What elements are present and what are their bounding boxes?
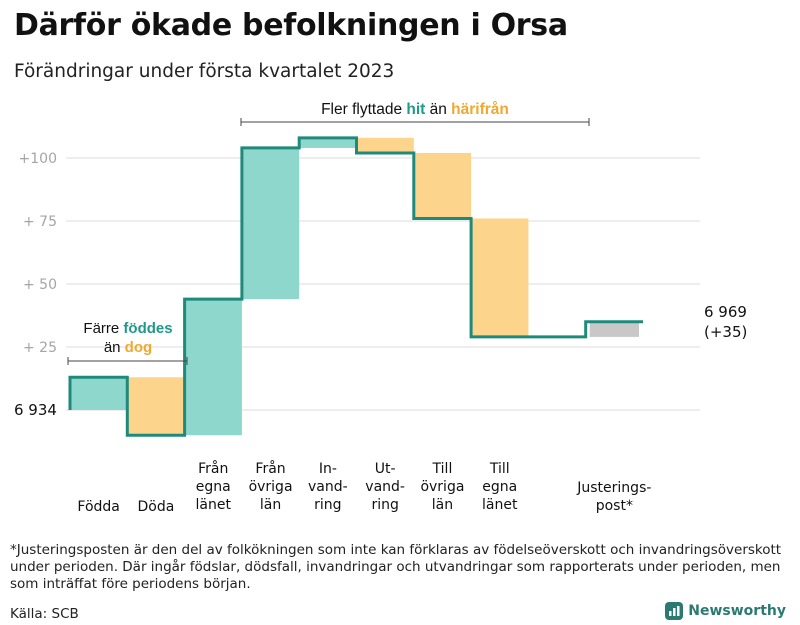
category-label-doda: Döda — [138, 499, 175, 515]
end-value-label: (+35) — [704, 323, 747, 341]
category-label-line: ring — [371, 497, 398, 513]
bar-fran-ovriga-lan — [241, 147, 300, 300]
category-label-line: länet — [482, 497, 518, 513]
category-label-justeringspost: Justerings-post* — [576, 480, 651, 514]
y-tick-label: + 50 — [23, 277, 57, 293]
category-label-utvandring: Ut-vand-ring — [365, 461, 405, 513]
category-label-fodda: Födda — [77, 499, 119, 515]
migration-annotation: Fler flyttade hit än härifrån — [321, 101, 509, 118]
category-label-line: Födda — [77, 499, 119, 515]
category-label-line: övriga — [249, 479, 293, 495]
category-label-fran-egna-lanet: Från egna länet — [196, 460, 232, 513]
category-label-line: egna — [482, 479, 517, 495]
category-label-line: vand- — [365, 479, 405, 495]
y-tick-label: + 75 — [23, 214, 57, 230]
category-label-line: egna — [196, 479, 231, 495]
bar-fodda — [70, 377, 128, 410]
end-value-label: 6 969 — [704, 303, 747, 321]
annotation-highlight-born: föddes — [123, 320, 172, 337]
waterfall-chart: + 25 + 50 + 75 +100 6 934 6 969 (+35) Födda Döda… — [14, 101, 747, 515]
y-tick-label: + 25 — [23, 340, 57, 356]
annotation-highlight-died: dog — [125, 339, 153, 356]
category-label-line: Till — [489, 461, 510, 477]
bar-doda — [127, 377, 185, 436]
births-annotation-line2: än dog — [104, 339, 152, 356]
annotation-highlight-here: hit — [406, 101, 425, 118]
bar-till-ovriga-lan — [413, 152, 472, 219]
bar-till-egna-lanet — [471, 218, 529, 337]
annotation-text: Fler flyttade — [321, 101, 406, 118]
bar-justeringspost — [589, 321, 639, 337]
bar-utvandring — [356, 137, 414, 153]
category-label-line: länet — [196, 497, 232, 513]
annotation-text: än — [104, 339, 125, 356]
births-annotation-line1: Färre föddes — [83, 320, 172, 337]
category-label-line: post* — [596, 498, 633, 514]
births-bracket — [67, 357, 188, 365]
chart-title: Därför ökade befolkningen i Orsa — [14, 8, 568, 43]
cumulative-step-line — [68, 136, 643, 437]
category-label-line: Justerings- — [576, 480, 651, 496]
bars — [70, 137, 639, 436]
category-label-fran-ovriga-lan: Från övriga län — [249, 460, 293, 513]
category-label-till-egna-lanet: Till egna länet — [482, 461, 518, 513]
category-label-line: ring — [314, 497, 341, 513]
footnote: *Justeringsposten är den del av folkökni… — [10, 542, 782, 592]
brand-logo: Newsworthy — [665, 602, 786, 620]
category-label-line: In- — [319, 461, 337, 477]
category-label-line: övriga — [420, 479, 464, 495]
y-tick-label: +100 — [19, 151, 57, 167]
category-label-invandring: In-vand-ring — [308, 461, 348, 513]
category-label-line: vand- — [308, 479, 348, 495]
migration-bracket — [240, 118, 590, 126]
brand-name: Newsworthy — [688, 603, 786, 619]
labels: + 25 + 50 + 75 +100 6 934 6 969 (+35) Födda Döda… — [14, 101, 747, 515]
newsworthy-logo-icon — [665, 602, 684, 620]
category-label-line: Till — [432, 461, 453, 477]
category-label-line: Ut- — [375, 461, 396, 477]
source-label: Källa: SCB — [10, 606, 79, 622]
category-label-line: län — [432, 497, 453, 513]
category-label-line: Döda — [138, 499, 175, 515]
grid-lines — [66, 157, 700, 411]
annotation-text: än — [425, 101, 451, 118]
category-label-line: Från — [255, 460, 285, 477]
start-value-label: 6 934 — [14, 401, 57, 419]
bar-invandring — [299, 137, 357, 148]
category-label-line: län — [260, 497, 281, 513]
step-line — [68, 136, 643, 437]
category-label-line: Från — [198, 460, 228, 477]
chart-subtitle: Förändringar under första kvartalet 2023 — [14, 61, 395, 82]
bar-fran-egna-lanet — [184, 299, 242, 436]
category-label-till-ovriga-lan: Till övriga län — [420, 461, 464, 513]
annotation-text: Färre — [83, 320, 123, 337]
annotation-highlight-from-here: härifrån — [451, 101, 509, 118]
